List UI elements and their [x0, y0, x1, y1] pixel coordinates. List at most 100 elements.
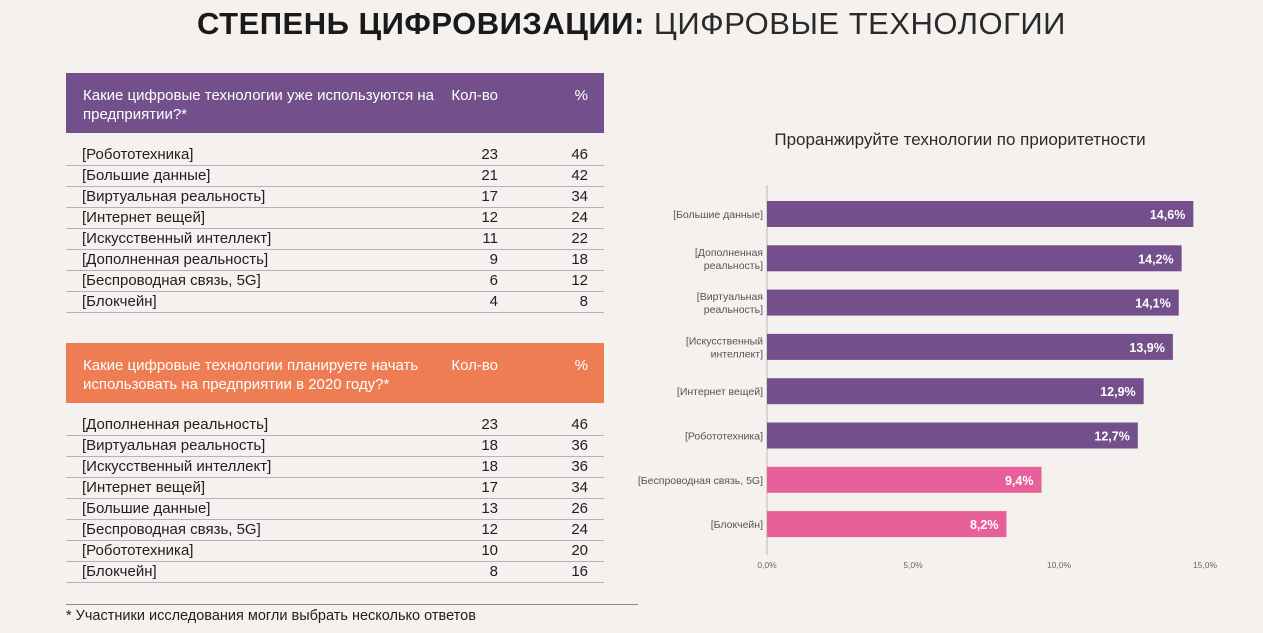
bar [767, 422, 1138, 449]
row-count: 9 [489, 251, 498, 268]
row-percent: 42 [571, 167, 588, 184]
table-row: [Блокчейн] 8 16 [66, 562, 604, 583]
table-row: [Дополненная реальность] 9 18 [66, 250, 604, 271]
row-count: 21 [481, 167, 498, 184]
row-name: [Беспроводная связь, 5G] [82, 272, 261, 289]
table-row: [Виртуальная реальность] 18 36 [66, 436, 604, 457]
table-row: [Виртуальная реальность] 17 34 [66, 187, 604, 208]
row-count: 12 [481, 521, 498, 538]
x-tick-label: 5,0% [903, 560, 923, 570]
bar [767, 511, 1007, 538]
table-row: [Беспроводная связь, 5G] 12 24 [66, 520, 604, 541]
column-header-count: Кол-во [451, 357, 498, 374]
row-name: [Беспроводная связь, 5G] [82, 521, 261, 538]
table-planned-technologies: Какие цифровые технологии планируете нач… [66, 343, 604, 583]
category-label-line: [Интернет вещей] [677, 386, 763, 398]
row-count: 18 [481, 437, 498, 454]
row-name: [Дополненная реальность] [82, 251, 269, 268]
category-label-line: интеллект] [711, 348, 763, 360]
column-header-percent: % [574, 357, 588, 374]
page-title-light: ЦИФРОВЫЕ ТЕХНОЛОГИИ [653, 6, 1066, 41]
table-question: Какие цифровые технологии планируете нач… [83, 357, 419, 393]
bar [767, 466, 1042, 493]
category-label-line: [Робототехника] [685, 431, 763, 443]
bar-value-label: 9,4% [1005, 474, 1034, 488]
table-row: [Интернет вещей] 12 24 [66, 208, 604, 229]
row-name: [Большие данные] [82, 167, 211, 184]
table-row: [Дополненная реальность] 23 46 [66, 415, 604, 436]
table-row: [Искусственный интеллект] 18 36 [66, 457, 604, 478]
category-label-line: [Большие данные] [673, 209, 763, 221]
row-percent: 16 [571, 563, 588, 580]
category-label: [Блокчейн] [711, 519, 763, 531]
bar-value-label: 8,2% [970, 518, 999, 532]
bar-value-label: 14,1% [1135, 297, 1170, 311]
category-label: [Робототехника] [685, 431, 763, 443]
category-label: [Дополненная реальность] [695, 247, 763, 272]
table-row: [Большие данные] 21 42 [66, 166, 604, 187]
row-name: [Интернет вещей] [82, 209, 205, 226]
category-label: [Интернет вещей] [677, 386, 763, 398]
row-count: 10 [481, 542, 498, 559]
row-name: [Робототехника] [82, 146, 194, 163]
row-percent: 8 [579, 293, 588, 310]
row-count: 11 [482, 230, 498, 247]
x-tick-label: 10,0% [1047, 560, 1072, 570]
category-label-line: [Дополненная [695, 247, 763, 259]
row-percent: 24 [571, 209, 588, 226]
table-row: [Робототехника] 23 46 [66, 145, 604, 166]
row-percent: 36 [571, 437, 588, 454]
row-percent: 34 [571, 188, 588, 205]
row-name: [Робототехника] [82, 542, 194, 559]
row-percent: 22 [571, 230, 588, 247]
bar-value-label: 12,9% [1100, 385, 1135, 399]
table-row: [Робототехника] 10 20 [66, 541, 604, 562]
row-count: 17 [481, 479, 498, 496]
table-row: [Беспроводная связь, 5G] 6 12 [66, 271, 604, 292]
row-name: [Искусственный интеллект] [82, 458, 272, 475]
row-name: [Виртуальная реальность] [82, 437, 266, 454]
row-count: 12 [481, 209, 498, 226]
row-name: [Большие данные] [82, 500, 211, 517]
row-percent: 26 [571, 500, 588, 517]
row-count: 4 [489, 293, 498, 310]
row-percent: 46 [571, 146, 588, 163]
category-label: [Искусственный интеллект] [686, 335, 763, 360]
table-row: [Интернет вещей] 17 34 [66, 478, 604, 499]
x-tick-label: 15,0% [1193, 560, 1218, 570]
table-current-technologies: Какие цифровые технологии уже используют… [66, 73, 604, 313]
x-tick-label: 0,0% [757, 560, 777, 570]
row-count: 23 [481, 146, 498, 163]
row-count: 8 [489, 563, 498, 580]
row-name: [Виртуальная реальность] [82, 188, 266, 205]
category-label-line: реальность] [704, 304, 763, 316]
table-rows: [Дополненная реальность] 23 46 [Виртуальная… [66, 415, 604, 583]
row-name: [Интернет вещей] [82, 479, 205, 496]
bar [767, 289, 1179, 316]
row-name: [Блокчейн] [82, 563, 157, 580]
chart-title: Проранжируйте технологии по приоритетнос… [774, 130, 1146, 149]
table-row: [Большие данные] 13 26 [66, 499, 604, 520]
table-row: [Искусственный интеллект] 11 22 [66, 229, 604, 250]
row-percent: 24 [571, 521, 588, 538]
table-header: Какие цифровые технологии планируете нач… [66, 343, 604, 403]
row-name: [Блокчейн] [82, 293, 157, 310]
category-label: [Беспроводная связь, 5G] [638, 475, 763, 487]
category-label-line: [Виртуальная [697, 291, 763, 303]
row-count: 18 [481, 458, 498, 475]
category-label: [Большие данные] [673, 209, 763, 221]
category-label-line: [Блокчейн] [711, 519, 763, 531]
table-question: Какие цифровые технологии уже используют… [83, 87, 434, 123]
bar-value-label: 14,2% [1138, 252, 1173, 266]
category-label-line: [Беспроводная связь, 5G] [638, 475, 763, 487]
footnote-divider [66, 604, 638, 605]
row-percent: 34 [571, 479, 588, 496]
bar [767, 201, 1194, 227]
row-percent: 12 [571, 272, 588, 289]
table-header: Какие цифровые технологии уже используют… [66, 73, 604, 133]
footnote: * Участники исследования могли выбрать н… [66, 608, 476, 624]
bar [767, 378, 1144, 405]
bar-value-label: 12,7% [1094, 430, 1129, 444]
row-percent: 46 [571, 416, 588, 433]
page-title: СТЕПЕНЬ ЦИФРОВИЗАЦИИ: ЦИФРОВЫЕ ТЕХНОЛОГИ… [0, 6, 1263, 42]
